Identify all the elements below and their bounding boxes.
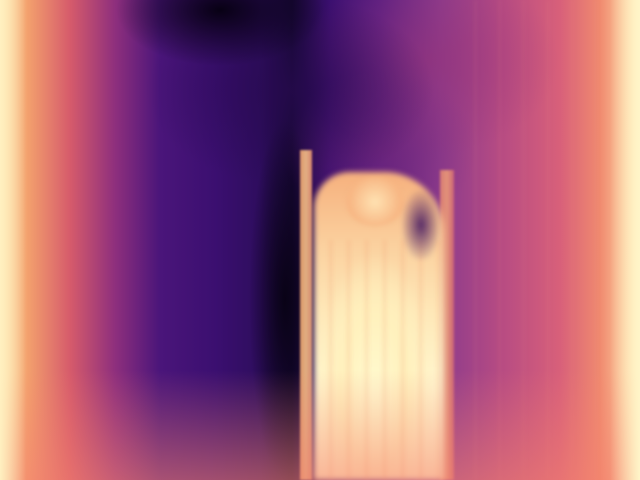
doorway-left-frame — [300, 150, 312, 480]
right-wall-texture — [455, 0, 625, 480]
figure-head — [346, 178, 404, 226]
figure-streaks — [316, 240, 446, 480]
figure-shoulder-shadow — [402, 190, 440, 260]
right-bright-edge — [610, 0, 640, 480]
left-bright-edge — [0, 0, 26, 480]
